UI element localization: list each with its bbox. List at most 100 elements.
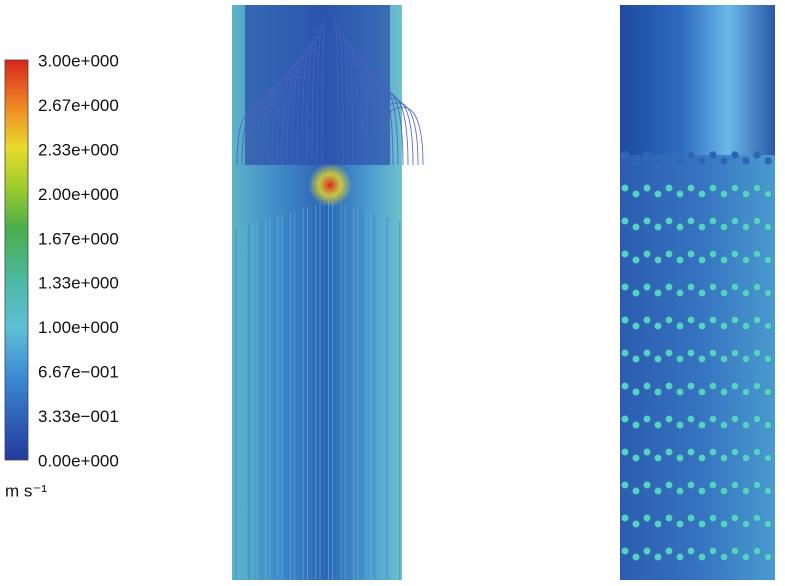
- colorbar-tick-label: 1.67e+000: [38, 229, 119, 248]
- particle: [676, 190, 684, 198]
- streamline: [271, 73, 389, 166]
- particle: [687, 151, 695, 159]
- particle: [632, 454, 640, 462]
- particle: [621, 217, 629, 225]
- particle: [720, 190, 728, 198]
- particle: [621, 382, 629, 390]
- particle: [709, 514, 717, 522]
- colorbar-tick-label: 3.33e−001: [38, 407, 119, 426]
- particle: [632, 421, 640, 429]
- particle: [698, 388, 706, 396]
- particle: [764, 421, 772, 429]
- particle: [753, 283, 761, 291]
- particle: [643, 349, 651, 357]
- particle: [720, 520, 728, 528]
- particle: [698, 553, 706, 561]
- particle: [632, 520, 640, 528]
- particle: [654, 520, 662, 528]
- particle: [720, 355, 728, 363]
- particle: [654, 355, 662, 363]
- particle: [709, 481, 717, 489]
- particle: [742, 355, 750, 363]
- particle: [665, 250, 673, 258]
- particle: [632, 157, 640, 165]
- streamline: [266, 78, 394, 166]
- particle: [665, 514, 673, 522]
- particle: [632, 487, 640, 495]
- particle: [731, 481, 739, 489]
- colorbar-tick-label: 3.00e+000: [38, 51, 119, 70]
- colorbar-tick-label: 1.00e+000: [38, 318, 119, 337]
- particle: [654, 256, 662, 264]
- particle: [764, 157, 772, 165]
- particle: [654, 157, 662, 165]
- particle: [687, 514, 695, 522]
- colorbar-labels: 3.00e+000 2.67e+000 2.33e+000 2.00e+000 1.67…: [38, 51, 119, 470]
- particle: [621, 283, 629, 291]
- particle: [676, 289, 684, 297]
- particle: [764, 256, 772, 264]
- particle: [698, 421, 706, 429]
- particle: [731, 151, 739, 159]
- particle: [720, 223, 728, 231]
- particle: [742, 520, 750, 528]
- particle: [643, 415, 651, 423]
- particle: [742, 256, 750, 264]
- particle: [654, 190, 662, 198]
- particle: [676, 157, 684, 165]
- streamlines: [235, 18, 424, 580]
- particle: [632, 322, 640, 330]
- particle: [698, 454, 706, 462]
- particle: [621, 481, 629, 489]
- particle: [665, 217, 673, 225]
- particle: [665, 481, 673, 489]
- particle: [709, 151, 717, 159]
- particle: [742, 553, 750, 561]
- particle: [720, 553, 728, 561]
- particle: [665, 448, 673, 456]
- particle: [709, 283, 717, 291]
- colorbar: [4, 59, 29, 461]
- streamline: [306, 36, 354, 166]
- particle: [643, 283, 651, 291]
- particle: [665, 283, 673, 291]
- particle: [665, 415, 673, 423]
- particle: [753, 184, 761, 192]
- particle: [687, 349, 695, 357]
- particle: [720, 157, 728, 165]
- particle: [709, 250, 717, 258]
- particle: [687, 283, 695, 291]
- particle: [731, 514, 739, 522]
- particle: [687, 217, 695, 225]
- streamline: [256, 88, 404, 166]
- particle: [687, 382, 695, 390]
- particle: [753, 481, 761, 489]
- particle: [753, 514, 761, 522]
- particle: [753, 250, 761, 258]
- particle: [632, 355, 640, 363]
- colorbar-tick-label: 2.33e+000: [38, 140, 119, 159]
- particle: [764, 355, 772, 363]
- particle: [621, 250, 629, 258]
- particle: [731, 250, 739, 258]
- colorbar-tick-label: 2.00e+000: [38, 185, 119, 204]
- particle: [643, 514, 651, 522]
- particle: [753, 217, 761, 225]
- particle: [753, 547, 761, 555]
- particle: [731, 448, 739, 456]
- particle: [654, 223, 662, 231]
- particle: [698, 157, 706, 165]
- particle: [676, 487, 684, 495]
- particle: [698, 256, 706, 264]
- particle: [621, 448, 629, 456]
- particle: [654, 289, 662, 297]
- particle: [676, 256, 684, 264]
- particle: [764, 322, 772, 330]
- particle: [643, 184, 651, 192]
- particle: [720, 322, 728, 330]
- particle: [709, 448, 717, 456]
- particle: [643, 547, 651, 555]
- particle: [742, 190, 750, 198]
- particle: [764, 520, 772, 528]
